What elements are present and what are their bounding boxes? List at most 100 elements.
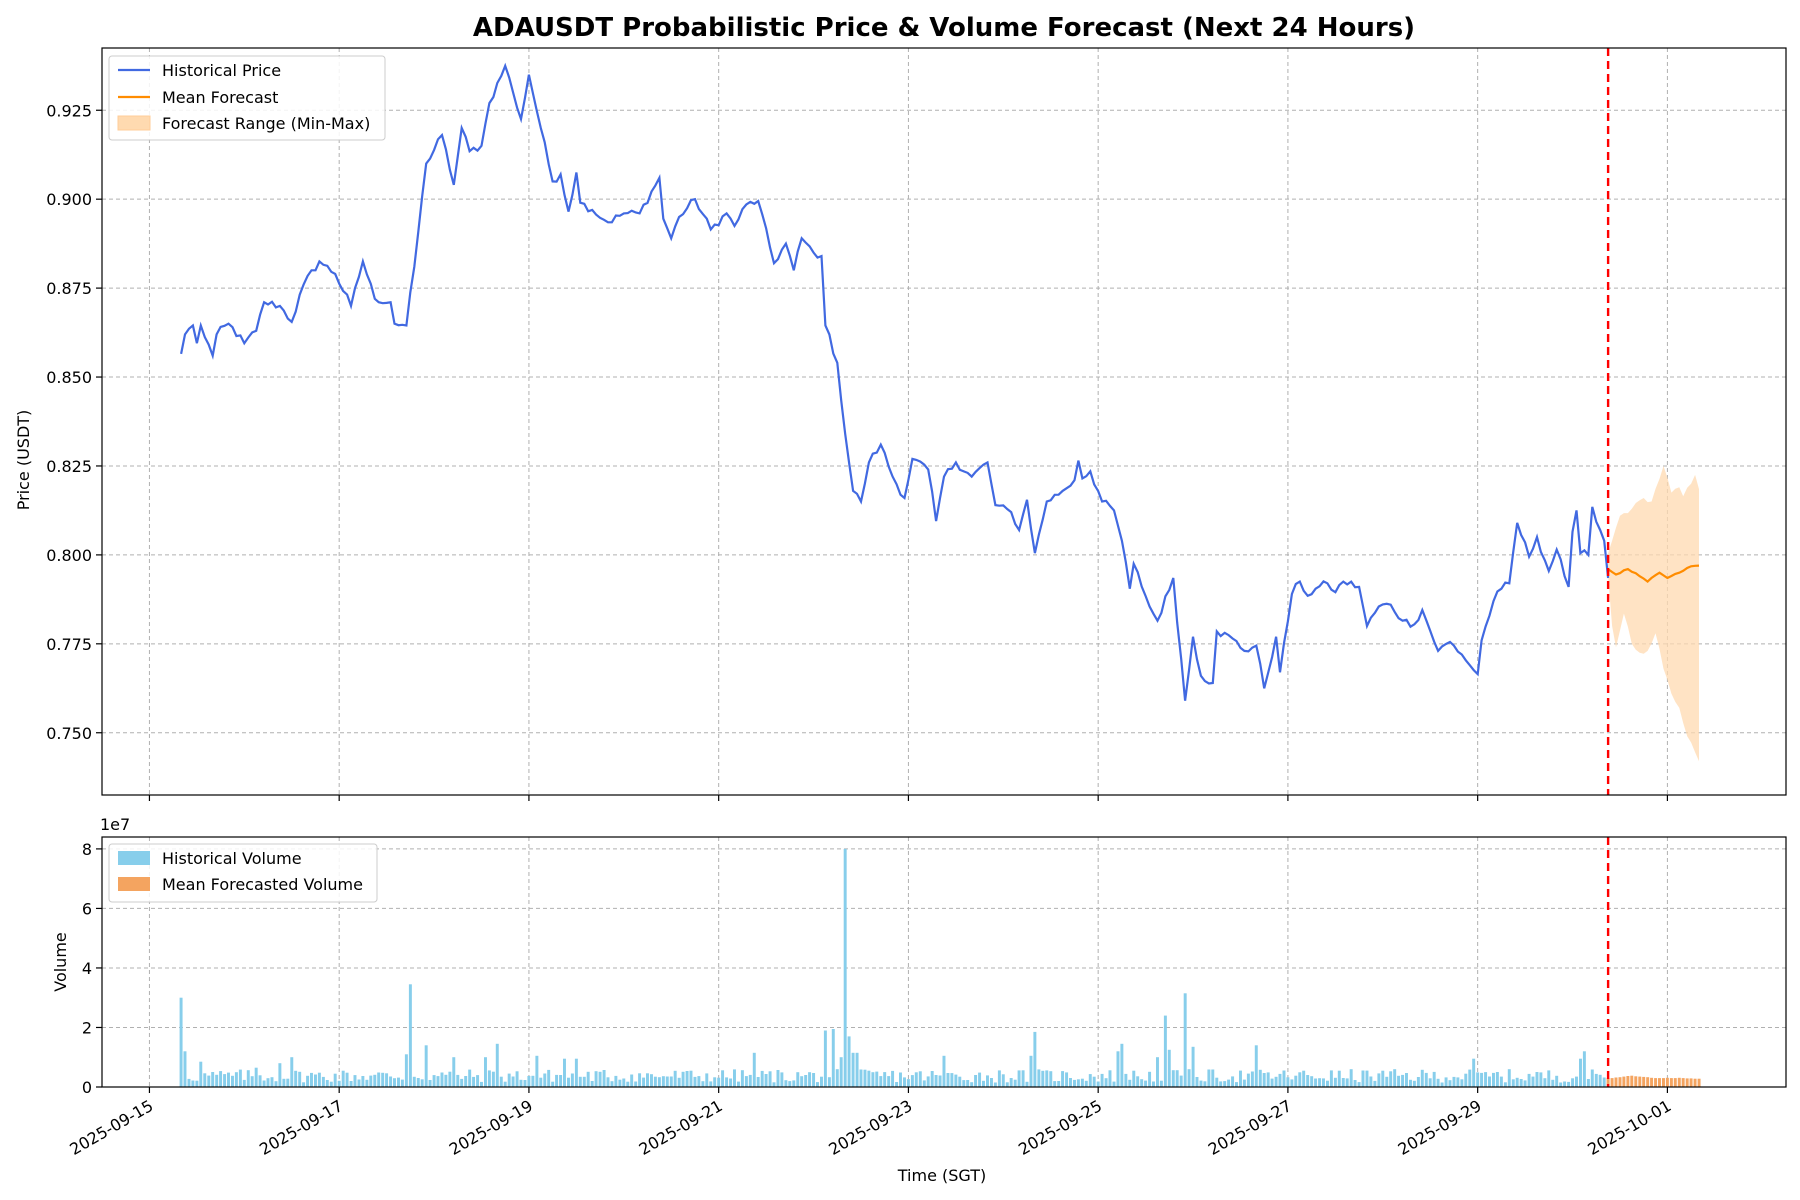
historical-volume-bar	[1207, 1069, 1211, 1087]
legend-swatch-forecast-range	[117, 115, 151, 131]
forecast-volume-bar	[1685, 1078, 1689, 1087]
historical-volume-bar	[282, 1078, 286, 1087]
historical-volume-bar	[970, 1082, 974, 1087]
historical-volume-bar	[559, 1075, 563, 1087]
historical-volume-bar	[1262, 1073, 1266, 1087]
historical-volume-bar	[357, 1079, 361, 1087]
historical-volume-bar	[547, 1069, 551, 1087]
historical-volume-bar	[646, 1073, 649, 1087]
historical-volume-bar	[1037, 1069, 1041, 1087]
historical-volume-bar	[1136, 1076, 1140, 1087]
historical-volume-bar	[1480, 1072, 1484, 1087]
historical-volume-bar	[764, 1074, 768, 1087]
forecast-volume-bar	[1650, 1077, 1654, 1087]
historical-volume-bar	[784, 1080, 788, 1087]
historical-volume-bar	[1326, 1080, 1329, 1087]
historical-volume-bar	[978, 1072, 982, 1087]
historical-volume-bar	[1539, 1072, 1543, 1087]
forecast-volume-bar	[1638, 1076, 1642, 1087]
historical-volume-bar	[436, 1076, 440, 1087]
historical-volume-bar	[321, 1076, 325, 1087]
forecast-volume-bar	[1626, 1076, 1630, 1087]
historical-volume-bar	[1227, 1079, 1231, 1087]
historical-volume-bar	[950, 1073, 954, 1087]
historical-volume-bar	[1258, 1069, 1262, 1087]
x-axis-label: Time (SGT)	[897, 1166, 986, 1185]
historical-volume-bar	[1274, 1076, 1278, 1087]
price-y-tick-label: 0.825	[46, 457, 92, 476]
historical-volume-bar	[851, 1052, 855, 1087]
historical-volume-bar	[484, 1057, 487, 1087]
historical-volume-bar	[1235, 1082, 1238, 1087]
historical-volume-bar	[839, 1057, 843, 1087]
historical-volume-bar	[1132, 1070, 1136, 1087]
historical-volume-bar	[618, 1079, 622, 1087]
historical-volume-bar	[1171, 1070, 1175, 1087]
historical-volume-bar	[1215, 1077, 1219, 1087]
historical-volume-bar	[1223, 1081, 1227, 1087]
historical-volume-bar	[183, 1051, 187, 1087]
historical-volume-bar	[563, 1058, 566, 1087]
historical-volume-bar	[1598, 1074, 1602, 1087]
historical-volume-bar	[1231, 1076, 1235, 1087]
historical-volume-bar	[1432, 1071, 1436, 1087]
historical-volume-bar	[875, 1071, 879, 1087]
historical-volume-bar	[1005, 1082, 1009, 1087]
historical-volume-bar	[570, 1073, 574, 1087]
historical-volume-bar	[1586, 1079, 1590, 1087]
historical-volume-bar	[555, 1074, 559, 1087]
price-y-ticks: 0.750 0.775 0.800 0.825 0.850 0.875 0.900 0.925	[46, 101, 102, 743]
historical-volume-bar	[1053, 1081, 1057, 1087]
historical-volume-bar	[1468, 1069, 1472, 1087]
historical-volume-bar	[578, 1076, 582, 1087]
forecast-volume-bar	[1622, 1076, 1626, 1087]
historical-volume-bar	[1290, 1079, 1294, 1087]
historical-volume-bar	[681, 1071, 685, 1087]
historical-volume-bar	[626, 1081, 630, 1087]
historical-volume-bar	[1112, 1081, 1116, 1087]
historical-volume-bar	[1495, 1072, 1499, 1087]
historical-volume-bar	[1250, 1071, 1254, 1087]
historical-volume-bar	[187, 1078, 191, 1087]
forecast-volume-bar	[1654, 1078, 1658, 1087]
volume-y-tick-label: 2	[82, 1018, 92, 1037]
price-y-tick-label: 0.850	[46, 368, 92, 387]
historical-volume-bar	[1405, 1073, 1408, 1087]
historical-volume-bar	[1337, 1070, 1341, 1087]
historical-volume-bar	[199, 1061, 203, 1087]
price-y-tick-label: 0.900	[46, 190, 92, 209]
historical-volume-bar	[238, 1069, 242, 1087]
volume-plot-frame	[101, 836, 1787, 1088]
legend-label-forecast-range: Forecast Range (Min-Max)	[162, 114, 370, 133]
historical-volume-bar	[697, 1076, 701, 1087]
legend-swatch-forecast-volume	[118, 877, 150, 891]
historical-volume-bar	[1239, 1070, 1242, 1087]
historical-volume-bar	[1511, 1079, 1515, 1087]
historical-volume-bar	[990, 1078, 993, 1087]
historical-volume-bar	[958, 1076, 962, 1087]
historical-volume-bar	[472, 1076, 476, 1087]
historical-volume-bar	[1088, 1074, 1092, 1087]
historical-volume-bar	[1519, 1079, 1523, 1087]
historical-volume-bar	[772, 1082, 776, 1087]
x-tick-label: 2025-09-21	[636, 1096, 726, 1159]
historical-volume-bar	[365, 1079, 369, 1087]
historical-volume-bar	[373, 1074, 377, 1087]
historical-volume-bar	[1270, 1078, 1274, 1087]
historical-volume-bar	[1428, 1078, 1432, 1087]
historical-volume-bar	[262, 1080, 266, 1087]
historical-volume-bar	[1349, 1069, 1353, 1087]
historical-volume-bar	[432, 1075, 436, 1087]
historical-volume-bar	[1460, 1079, 1464, 1087]
historical-volume-bar	[867, 1070, 871, 1087]
historical-volume-bar	[871, 1072, 875, 1087]
historical-volume-bar	[1369, 1076, 1373, 1087]
historical-volume-bar	[1567, 1081, 1571, 1087]
historical-volume-bar	[1594, 1073, 1598, 1087]
historical-volume-bar	[1049, 1071, 1053, 1087]
historical-volume-bar	[219, 1071, 223, 1087]
historical-volume-bar	[286, 1078, 290, 1087]
historical-volume-bar	[677, 1077, 681, 1087]
historical-volume-bar	[926, 1076, 930, 1087]
